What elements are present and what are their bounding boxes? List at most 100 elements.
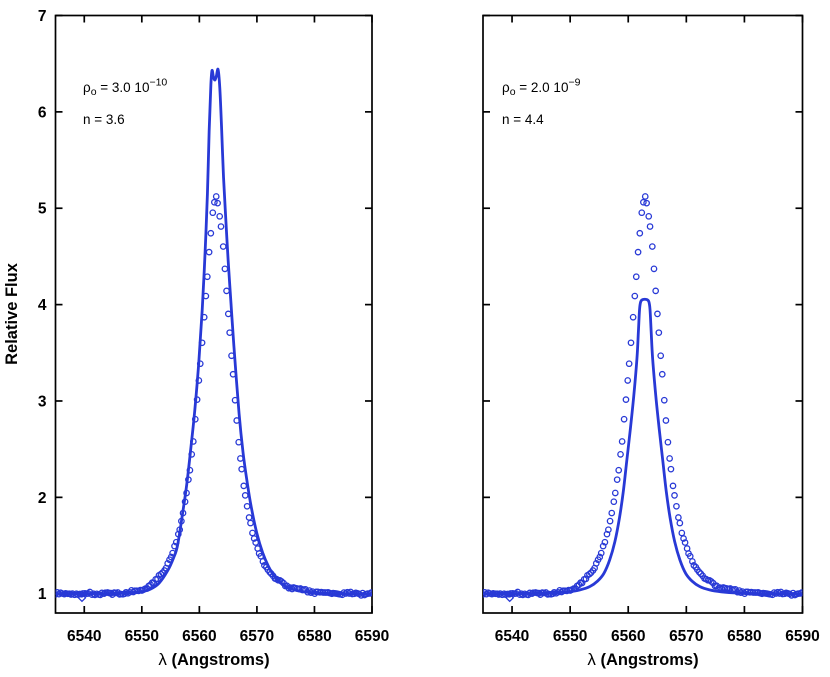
data-point [211, 198, 218, 206]
data-layer [55, 67, 372, 603]
data-point [606, 517, 614, 525]
data-point [627, 339, 635, 347]
x-axis-label-right-text: (Angstroms) [596, 651, 699, 669]
data-point [221, 265, 229, 273]
data-point [640, 198, 647, 206]
data-point [629, 313, 637, 321]
data-point [620, 415, 628, 423]
y-axis-label: Relative Flux [3, 262, 21, 365]
data-point [205, 248, 213, 256]
x-axis-label-left-text: (Angstroms) [167, 651, 270, 669]
data-layer [483, 193, 803, 603]
data-point [641, 193, 649, 200]
y-tick-label: 7 [38, 8, 47, 25]
data-point [654, 310, 661, 318]
data-point [217, 223, 225, 230]
data-point [608, 509, 616, 517]
data-point [599, 542, 607, 550]
y-tick-label: 6 [38, 104, 47, 121]
data-point [214, 199, 221, 207]
n-annotation-right: n = 4.4 [502, 112, 544, 127]
rho-exponent: −9 [568, 77, 580, 89]
data-point [624, 377, 632, 384]
data-point [207, 229, 215, 237]
data-point [689, 558, 696, 565]
x-tick-label: 6540 [67, 628, 101, 645]
data-point [586, 570, 593, 578]
rho-value: = 2.0 10 [516, 80, 569, 95]
data-point [243, 502, 251, 510]
data-point [592, 560, 600, 567]
data-point [660, 396, 668, 404]
data-point [617, 451, 624, 458]
data-point [216, 212, 224, 220]
x-tick-label: 6560 [611, 628, 645, 645]
data-point [695, 568, 703, 576]
data-point [645, 212, 653, 220]
data-point [245, 514, 253, 521]
data-point [650, 265, 658, 273]
data-point [676, 519, 684, 527]
data-point [597, 549, 605, 557]
x-tick-label: 6590 [785, 628, 819, 645]
y-tick-label: 1 [38, 586, 47, 603]
model-line [55, 67, 372, 596]
outlier-diamond-point [77, 593, 87, 603]
x-tick-label: 6540 [495, 628, 529, 645]
lambda-symbol: λ [587, 650, 596, 669]
data-point [618, 438, 626, 445]
x-tick-label: 6570 [240, 628, 274, 645]
lambda-symbol: λ [158, 650, 167, 669]
data-point [655, 329, 663, 337]
data-point [643, 199, 650, 207]
data-point [658, 370, 666, 378]
x-tick-label: 6580 [297, 628, 331, 645]
data-point [622, 396, 630, 403]
data-point [611, 489, 619, 497]
axes-frame [482, 14, 804, 614]
data-point [209, 209, 217, 217]
data-point [249, 529, 256, 537]
data-point [673, 502, 680, 510]
data-point [680, 535, 687, 542]
data-point [686, 552, 694, 560]
data-point [582, 575, 590, 583]
data-point [625, 360, 633, 368]
y-tick-label: 3 [38, 393, 47, 410]
rho-symbol: ρ [83, 80, 91, 95]
data-point [212, 193, 220, 200]
data-point [646, 223, 654, 230]
y-tick-label: 2 [38, 490, 47, 507]
data-point [632, 273, 640, 281]
x-tick-label: 6580 [727, 628, 761, 645]
x-axis-label-left: λ (Angstroms) [158, 650, 269, 669]
data-point [664, 438, 672, 446]
y-tick-label: 4 [38, 297, 47, 314]
rho-subscript: o [510, 86, 516, 98]
data-point [657, 352, 665, 360]
data-point [601, 538, 609, 546]
data-point [648, 243, 656, 250]
observed-scatter [55, 193, 372, 603]
model-line [483, 297, 803, 596]
data-point [678, 529, 686, 537]
data-point [634, 248, 642, 256]
data-point [669, 482, 677, 490]
data-point [652, 287, 660, 295]
data-point [667, 465, 675, 473]
data-point [154, 575, 161, 583]
x-tick-label: 6590 [355, 628, 389, 645]
data-point [247, 519, 254, 527]
observed-scatter [483, 193, 803, 603]
n-annotation-left: n = 3.6 [83, 112, 125, 127]
data-point [671, 492, 678, 499]
right-plot-panel: 6540 6550 6560 6570 6580 6590 [482, 14, 820, 645]
x-tick-label: 6560 [182, 628, 216, 645]
x-tick-label: 6550 [125, 628, 159, 645]
data-point [605, 526, 612, 534]
data-point [223, 287, 230, 295]
data-point [638, 209, 646, 217]
data-point [241, 492, 249, 499]
